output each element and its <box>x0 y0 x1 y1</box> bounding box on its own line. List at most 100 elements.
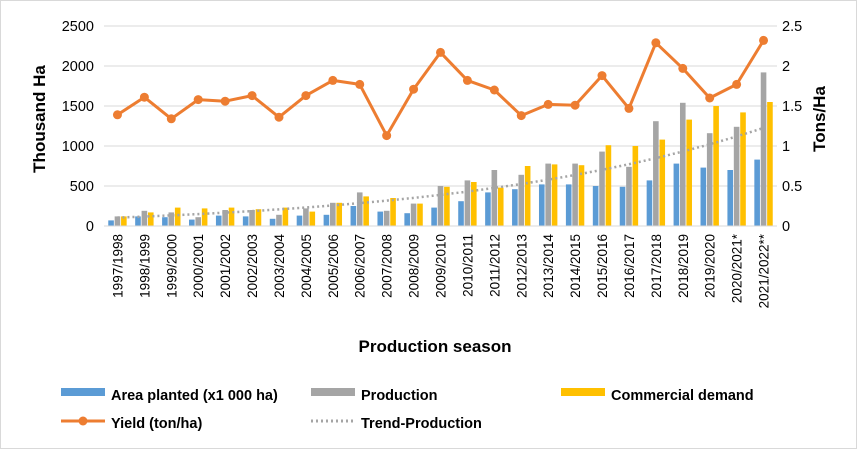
yield-marker <box>355 79 365 89</box>
x-tick-label: 1998/1999 <box>137 234 152 298</box>
legend-label-demand: Commercial demand <box>611 388 754 404</box>
legend: Area planted (x1 000 ha) Production Comm… <box>61 388 754 432</box>
bar-commercial-demand <box>336 202 343 226</box>
bar-production <box>599 151 605 226</box>
y2-tick-label: 2 <box>782 59 790 75</box>
y2-axis-title: Tons/Ha <box>810 86 829 152</box>
bar-production <box>518 174 525 226</box>
y-axis-title: Thousand Ha <box>30 65 49 173</box>
bar-area-planted <box>727 170 734 226</box>
yield-marker <box>543 99 553 109</box>
y-axis-left-ticks: 0 500 1000 1500 2000 2500 <box>62 19 94 235</box>
legend-swatch-demand <box>561 388 605 396</box>
bar-area-planted <box>242 216 249 226</box>
bar-area-planted <box>754 159 760 226</box>
yield-marker <box>139 92 149 102</box>
bar-area-planted <box>135 216 141 226</box>
x-tick-label: 2003/2004 <box>272 234 287 298</box>
legend-swatch-area <box>61 388 105 396</box>
bar-series-group <box>108 72 773 227</box>
bar-commercial-demand <box>390 198 396 226</box>
x-tick-label: 1999/2000 <box>164 234 179 298</box>
x-tick-label: 2006/2007 <box>353 234 368 298</box>
x-tick-label: 2008/2009 <box>407 234 422 298</box>
x-tick-label: 2000/2001 <box>191 234 206 298</box>
bar-area-planted <box>592 186 599 226</box>
y2-tick-label: 1 <box>782 139 790 155</box>
bar-commercial-demand <box>551 164 558 226</box>
y-tick-label: 1500 <box>62 99 94 115</box>
legend-label-production: Production <box>361 388 438 404</box>
bar-area-planted <box>189 219 195 226</box>
bar-production <box>141 210 148 226</box>
y2-tick-label: 0 <box>782 219 790 235</box>
yield-marker <box>489 85 499 95</box>
x-axis-ticks: 1997/1998 1998/1999 1999/2000 2000/2001 2001… <box>110 233 771 308</box>
bar-production <box>195 217 202 226</box>
x-tick-label: 2014/2015 <box>568 234 583 298</box>
x-tick-label: 2021/2022** <box>757 233 772 308</box>
y2-tick-label: 1.5 <box>782 99 802 115</box>
bar-area-planted <box>619 186 626 226</box>
bar-production <box>626 166 632 226</box>
bar-commercial-demand <box>255 209 262 226</box>
bar-area-planted <box>296 215 303 226</box>
bar-production <box>760 72 767 227</box>
y-axis-right-ticks: 0 0.5 1 1.5 2 2.5 <box>782 19 802 235</box>
bar-commercial-demand <box>578 165 585 226</box>
y2-tick-label: 0.5 <box>782 179 802 195</box>
bar-area-planted <box>512 189 518 226</box>
x-tick-label: 2017/2018 <box>649 234 664 298</box>
x-tick-label: 1997/1998 <box>110 234 125 298</box>
bar-commercial-demand <box>497 187 504 226</box>
yield-marker <box>516 111 526 121</box>
yield-marker <box>570 100 580 110</box>
x-tick-label: 2016/2017 <box>622 234 637 298</box>
bar-commercial-demand <box>659 139 666 226</box>
legend-label-yield: Yield (ton/ha) <box>111 416 202 432</box>
bar-commercial-demand <box>713 106 719 226</box>
bar-commercial-demand <box>686 119 692 226</box>
yield-marker <box>651 38 661 48</box>
bar-area-planted <box>431 207 437 226</box>
x-tick-label: 2005/2006 <box>326 234 341 298</box>
yield-marker <box>759 35 769 45</box>
bar-commercial-demand <box>228 207 235 226</box>
yield-marker <box>247 91 257 101</box>
bar-production <box>464 180 471 226</box>
bar-commercial-demand <box>201 208 208 226</box>
bar-area-planted <box>215 215 222 226</box>
bar-production <box>356 192 363 226</box>
yield-marker <box>328 75 338 85</box>
bar-area-planted <box>538 184 545 226</box>
bar-production <box>706 133 713 226</box>
bar-commercial-demand <box>417 203 423 226</box>
bar-production <box>545 163 551 226</box>
bar-commercial-demand <box>363 196 369 226</box>
bar-commercial-demand <box>632 146 639 226</box>
yield-marker <box>624 103 634 113</box>
bar-commercial-demand <box>147 212 154 226</box>
bar-area-planted <box>162 217 168 226</box>
bar-commercial-demand <box>282 207 289 226</box>
x-tick-label: 2020/2021* <box>730 233 745 303</box>
bar-production <box>491 170 498 226</box>
bar-production <box>383 210 390 226</box>
x-tick-label: 2018/2019 <box>676 234 691 298</box>
bar-area-planted <box>323 214 330 226</box>
x-tick-label: 2009/2010 <box>434 234 449 298</box>
yield-marker <box>597 71 607 81</box>
x-tick-label: 2010/2011 <box>460 234 475 297</box>
bar-commercial-demand <box>605 145 612 226</box>
bar-production <box>653 121 659 226</box>
x-tick-label: 2012/2013 <box>514 234 529 298</box>
bar-area-planted <box>269 218 276 226</box>
legend-swatch-yield-marker <box>78 416 88 426</box>
bar-production <box>276 214 282 226</box>
yield-marker <box>166 114 176 124</box>
bar-area-planted <box>350 206 357 226</box>
x-tick-label: 2015/2016 <box>595 234 610 298</box>
x-tick-label: 2011/2012 <box>487 234 502 297</box>
x-tick-label: 2002/2003 <box>245 234 260 298</box>
